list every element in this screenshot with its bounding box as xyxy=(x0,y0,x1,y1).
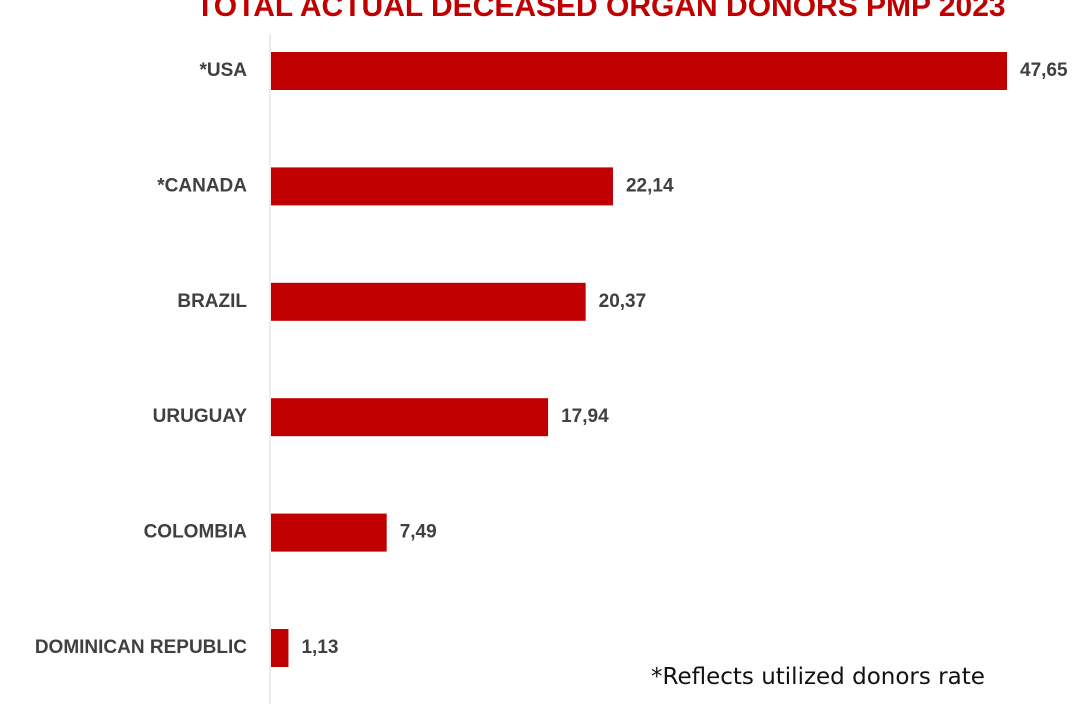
bar-2 xyxy=(271,282,586,321)
value-label: 7,49 xyxy=(400,522,437,543)
category-labels-group: *USA *CANADA BRAZIL URUGUAY COLOMBIA DOMINICA… xyxy=(35,60,248,658)
bar-3 xyxy=(271,398,549,437)
value-labels-group: 47,65 22,14 20,37 17,94 7,49 1,13 xyxy=(301,60,1068,658)
category-label: COLOMBIA xyxy=(144,522,248,543)
bar-0 xyxy=(271,52,1007,90)
bars-group xyxy=(271,52,1007,667)
category-label: URUGUAY xyxy=(153,406,248,427)
bar-5 xyxy=(271,629,289,667)
value-label: 1,13 xyxy=(301,637,338,658)
value-label: 47,65 xyxy=(1020,60,1068,81)
category-label: *USA xyxy=(199,60,247,81)
category-label: DOMINICAN REPUBLIC xyxy=(35,637,247,658)
bar-1 xyxy=(271,167,613,206)
category-label: *CANADA xyxy=(157,175,247,196)
chart-title: TOTAL ACTUAL DECEASED ORGAN DONORS PMP 2… xyxy=(196,0,1006,23)
footnote: *Reflects utilized donors rate xyxy=(651,664,985,690)
value-label: 22,14 xyxy=(626,175,674,196)
value-label: 20,37 xyxy=(599,291,647,312)
value-label: 17,94 xyxy=(561,406,609,427)
category-label: BRAZIL xyxy=(177,291,247,312)
bar-4 xyxy=(271,513,387,552)
